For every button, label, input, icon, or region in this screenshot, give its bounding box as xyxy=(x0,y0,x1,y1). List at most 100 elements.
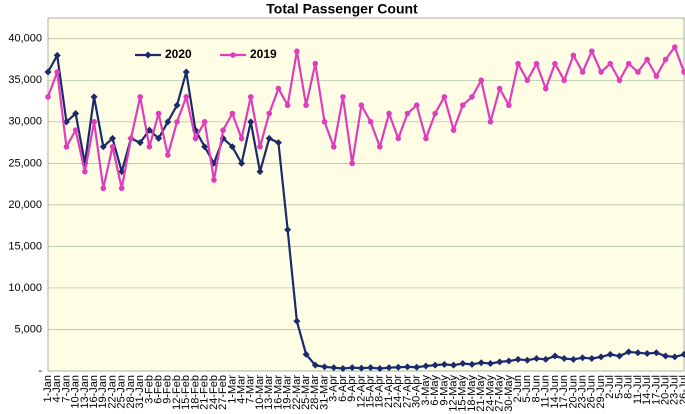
x-tick-label: 28-Mar xyxy=(309,375,321,410)
legend-label: 2020 xyxy=(165,47,192,61)
marker xyxy=(560,355,568,363)
x-tick-label: 30-May xyxy=(503,375,515,412)
marker xyxy=(635,69,641,75)
marker xyxy=(606,350,614,358)
marker xyxy=(183,94,190,100)
chart-title: Total Passenger Count xyxy=(266,1,418,17)
x-tick-label: 13-Jan xyxy=(79,375,91,409)
marker xyxy=(570,52,577,59)
marker xyxy=(321,363,329,371)
marker xyxy=(662,56,669,63)
marker xyxy=(247,94,254,100)
marker xyxy=(174,119,180,125)
x-tick-label: 12-Apr xyxy=(355,375,367,408)
marker xyxy=(607,60,614,67)
marker xyxy=(514,355,522,363)
marker xyxy=(146,143,153,150)
x-tick-label: 12-Feb xyxy=(171,375,183,410)
marker xyxy=(136,139,144,147)
marker xyxy=(137,94,143,100)
marker xyxy=(201,143,209,151)
marker xyxy=(257,143,263,150)
marker xyxy=(487,119,494,125)
marker xyxy=(505,357,513,365)
y-tick-label: 30,000 xyxy=(8,116,42,128)
marker xyxy=(440,360,448,368)
marker xyxy=(459,360,467,368)
x-tick-label: 3-Feb xyxy=(143,375,155,404)
marker xyxy=(643,350,651,358)
x-tick-label: 16-Jan xyxy=(88,375,100,409)
marker xyxy=(155,134,163,142)
marker xyxy=(496,85,503,92)
marker xyxy=(99,143,107,151)
marker xyxy=(589,48,595,55)
marker xyxy=(403,363,411,371)
x-tick-label: 8-Jul xyxy=(623,375,635,399)
marker xyxy=(644,56,650,63)
marker xyxy=(404,110,411,117)
marker xyxy=(652,349,660,357)
x-tick-label: 11-Jun xyxy=(540,375,552,408)
marker xyxy=(486,360,494,368)
marker xyxy=(377,143,383,150)
marker xyxy=(330,143,337,150)
x-tick-label: 18-May xyxy=(466,375,478,412)
marker xyxy=(394,363,402,371)
x-tick-label: 21-Feb xyxy=(199,375,211,410)
marker xyxy=(459,102,466,109)
marker xyxy=(91,119,97,125)
marker xyxy=(468,360,476,368)
marker xyxy=(542,355,550,363)
x-tick-label: 2-Jul xyxy=(604,375,616,399)
marker xyxy=(109,143,116,150)
marker xyxy=(395,135,402,142)
marker xyxy=(266,110,273,117)
x-tick-label: 15-Feb xyxy=(180,375,192,410)
marker xyxy=(422,362,430,370)
marker xyxy=(274,139,282,147)
marker xyxy=(348,364,356,372)
marker xyxy=(201,119,208,125)
marker xyxy=(515,60,521,67)
marker xyxy=(680,350,685,358)
marker xyxy=(597,353,605,361)
marker xyxy=(45,94,51,100)
x-tick-label: 16-Mar xyxy=(272,375,284,410)
legend-marker xyxy=(144,51,152,59)
marker xyxy=(220,127,226,133)
marker xyxy=(118,185,125,192)
marker xyxy=(653,73,660,79)
x-tick-label: 15-Apr xyxy=(365,375,377,408)
x-tick-label: 6-May xyxy=(429,375,441,406)
legend-marker xyxy=(230,52,236,58)
marker xyxy=(524,77,531,84)
marker xyxy=(82,168,88,175)
marker xyxy=(432,110,438,117)
x-tick-label: 24-Feb xyxy=(208,375,220,410)
marker xyxy=(496,358,504,366)
x-tick-label: 9-Feb xyxy=(162,375,174,404)
marker xyxy=(616,77,623,84)
y-tick-label: 35,000 xyxy=(8,74,42,86)
x-tick-label: 18-Feb xyxy=(189,375,201,410)
x-tick-label: 31-Jan xyxy=(134,375,146,409)
marker xyxy=(615,352,623,360)
marker xyxy=(72,110,80,118)
x-tick-label: 19-Jan xyxy=(97,375,109,409)
x-tick-label: 4-Jan xyxy=(51,375,63,403)
marker xyxy=(165,152,171,158)
x-tick-label: 1-Mar xyxy=(226,375,238,404)
marker xyxy=(229,110,236,117)
marker xyxy=(303,102,309,109)
x-tick-label: 23-Jul xyxy=(669,375,681,405)
marker xyxy=(671,353,679,361)
y-tick-label: 20,000 xyxy=(8,199,42,211)
marker xyxy=(598,69,604,75)
marker xyxy=(413,363,421,371)
marker xyxy=(523,356,531,364)
marker xyxy=(551,352,559,360)
x-tick-label: 14-Jun xyxy=(549,375,561,409)
marker xyxy=(211,177,217,183)
